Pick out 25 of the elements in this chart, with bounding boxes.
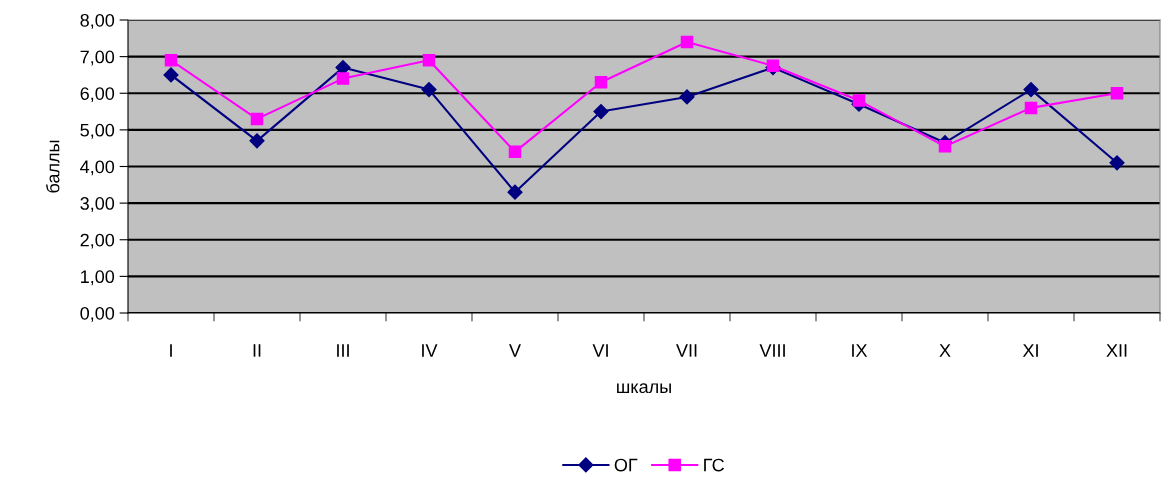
- y-tick-label: 3,00: [80, 197, 115, 212]
- x-tick-label: X: [939, 344, 951, 357]
- x-tick-label: V: [509, 344, 521, 357]
- x-tick-label: III: [337, 344, 349, 357]
- x-tick-label: VII: [676, 344, 697, 357]
- y-tick-label: 0,00: [80, 306, 115, 322]
- y-tick-label: 8,00: [80, 13, 115, 29]
- y-tick-label: 1,00: [81, 270, 115, 286]
- y-tick-label: 5,00: [80, 123, 115, 139]
- y-tick-label: 4,00: [80, 160, 115, 176]
- y-tick-label: 7,00: [80, 50, 115, 66]
- y-axis-title: баллы: [46, 140, 60, 193]
- x-tick-label: II: [253, 344, 261, 357]
- x-tick-label: VI: [592, 344, 608, 357]
- x-tick-label: I: [170, 344, 172, 357]
- x-tick-label: XI: [1022, 344, 1038, 357]
- x-axis-title: шкалы: [617, 383, 671, 394]
- x-tick-label: XII: [1106, 344, 1127, 357]
- legend-label: ОГ: [614, 458, 638, 472]
- x-tick-label: IV: [422, 344, 438, 357]
- y-tick-label: 2,00: [80, 233, 115, 249]
- x-tick-label: IX: [852, 344, 868, 357]
- legend-label: ГС: [704, 458, 724, 472]
- x-tick-label: VIII: [759, 344, 785, 357]
- y-tick-label: 6,00: [80, 87, 115, 103]
